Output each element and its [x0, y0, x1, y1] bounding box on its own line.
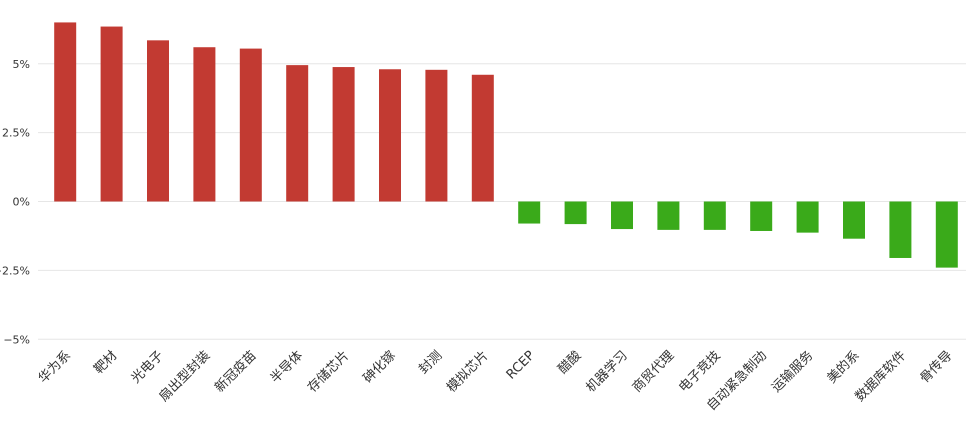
category-label: 新冠疫苗 — [212, 348, 260, 396]
y-tick-label: 0% — [13, 196, 30, 209]
bar — [332, 67, 355, 202]
bar — [425, 69, 448, 202]
category-label: 商贸代理 — [630, 348, 677, 395]
y-tick-label: 5% — [13, 58, 30, 71]
bar — [379, 69, 401, 202]
category-label: 模拟芯片 — [444, 348, 491, 395]
category-label: 半导体 — [268, 348, 306, 386]
bars — [54, 22, 958, 268]
category-label: 醋酸 — [555, 348, 585, 378]
bar — [889, 201, 912, 258]
category-label: 数据库软件 — [852, 348, 909, 405]
category-label: 华为系 — [36, 348, 74, 386]
bar — [518, 201, 541, 224]
bar — [657, 201, 680, 230]
category-label: 骨传导 — [917, 348, 955, 386]
bar — [239, 48, 262, 202]
category-label: 封测 — [416, 348, 445, 377]
x-axis-category-labels: 华为系 靶材 光电子扇出型封装 新冠疫苗 半导体 存储芯片 砷化镓 封测 模拟芯片 RCEP 醋酸机… — [36, 348, 956, 414]
category-label: 砷化镓 — [361, 348, 399, 386]
category-label: 电子竞技 — [676, 348, 724, 396]
category-label: 扇出型封装 — [156, 348, 213, 405]
bar — [147, 40, 169, 202]
category-label: 存储芯片 — [305, 348, 352, 395]
bar — [286, 65, 309, 202]
category-label: 靶材 — [91, 348, 120, 377]
bar — [703, 201, 726, 230]
category-label: RCEP — [504, 348, 538, 382]
category-label: 机器学习 — [583, 348, 631, 396]
bar — [935, 201, 958, 268]
category-label: 光电子 — [129, 348, 167, 386]
bar — [796, 201, 819, 233]
category-label: 运输服务 — [768, 348, 816, 396]
bar — [750, 201, 773, 231]
bar — [611, 201, 633, 230]
y-tick-label: 2.5% — [2, 127, 30, 140]
bar — [471, 74, 494, 202]
bar — [193, 47, 216, 202]
y-axis-tick-labels: −5% −2.5% 0% 2.5% 5% — [0, 58, 30, 347]
grid-lines — [38, 63, 966, 340]
category-label: 美的系 — [824, 348, 863, 387]
bar — [564, 201, 587, 225]
y-tick-label: −5% — [3, 333, 30, 346]
bar — [100, 26, 123, 202]
y-tick-label: −2.5% — [0, 264, 30, 277]
bar — [54, 22, 77, 202]
bar — [843, 201, 865, 239]
